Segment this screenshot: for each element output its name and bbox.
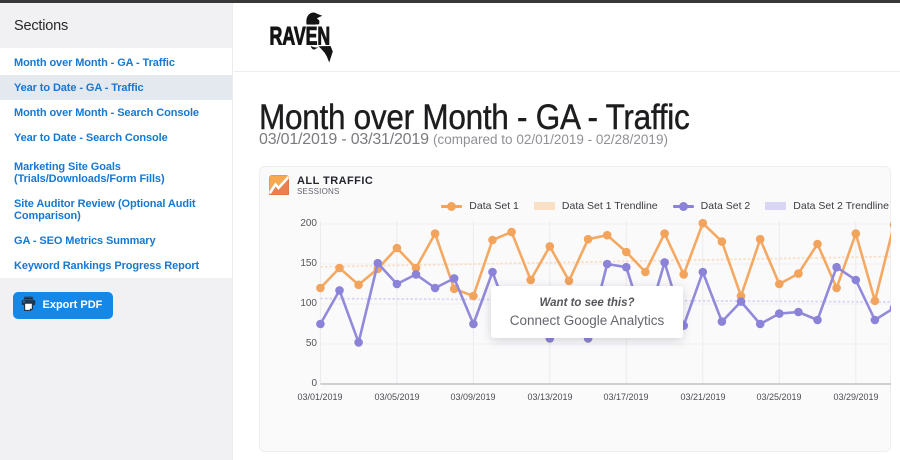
svg-text:RAVEN: RAVEN [270, 23, 331, 51]
